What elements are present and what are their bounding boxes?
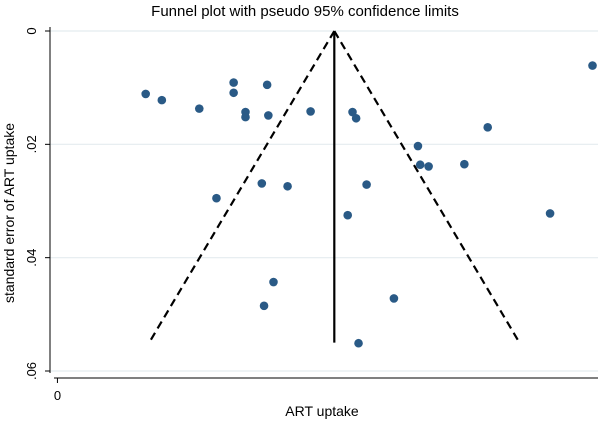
study-point (194, 104, 204, 113)
y-tick-label: 0 (24, 27, 39, 34)
y-tick-label: .04 (24, 249, 39, 267)
x-tick-label: 0 (54, 388, 61, 403)
study-point (460, 159, 469, 169)
study-point (588, 61, 597, 70)
study-point (389, 294, 399, 303)
axes: 0 .02 .04 .06 0 (24, 27, 598, 403)
study-point (141, 89, 150, 99)
study-point (424, 162, 433, 171)
y-tick-label: .06 (24, 362, 39, 380)
lower-confidence-limit (148, 30, 336, 344)
study-point (257, 179, 267, 188)
study-point (348, 107, 357, 117)
study-point (212, 193, 221, 203)
chart-title: Funnel plot with pseudo 95% confidence l… (151, 3, 459, 20)
study-point (545, 209, 555, 218)
study-point (283, 181, 292, 191)
confidence-funnel (148, 30, 521, 344)
study-point (229, 88, 238, 98)
study-point (262, 80, 272, 90)
study-point (362, 180, 371, 189)
study-point (259, 301, 269, 311)
y-axis-label: standard error of ART uptake (1, 123, 17, 303)
study-point (264, 111, 273, 120)
x-axis-label: ART uptake (285, 403, 359, 419)
grid-lines (50, 30, 598, 372)
study-points (141, 61, 597, 348)
study-point (241, 112, 250, 122)
study-point (229, 78, 238, 87)
study-point (354, 338, 363, 348)
study-point (415, 160, 425, 170)
upper-confidence-limit (333, 30, 521, 344)
y-tick-label: .02 (24, 135, 39, 153)
study-point (413, 141, 423, 151)
study-point (483, 123, 493, 132)
study-point (343, 210, 353, 220)
study-point (306, 107, 315, 116)
study-point (269, 277, 278, 287)
study-point (157, 95, 167, 105)
study-point (351, 113, 361, 123)
